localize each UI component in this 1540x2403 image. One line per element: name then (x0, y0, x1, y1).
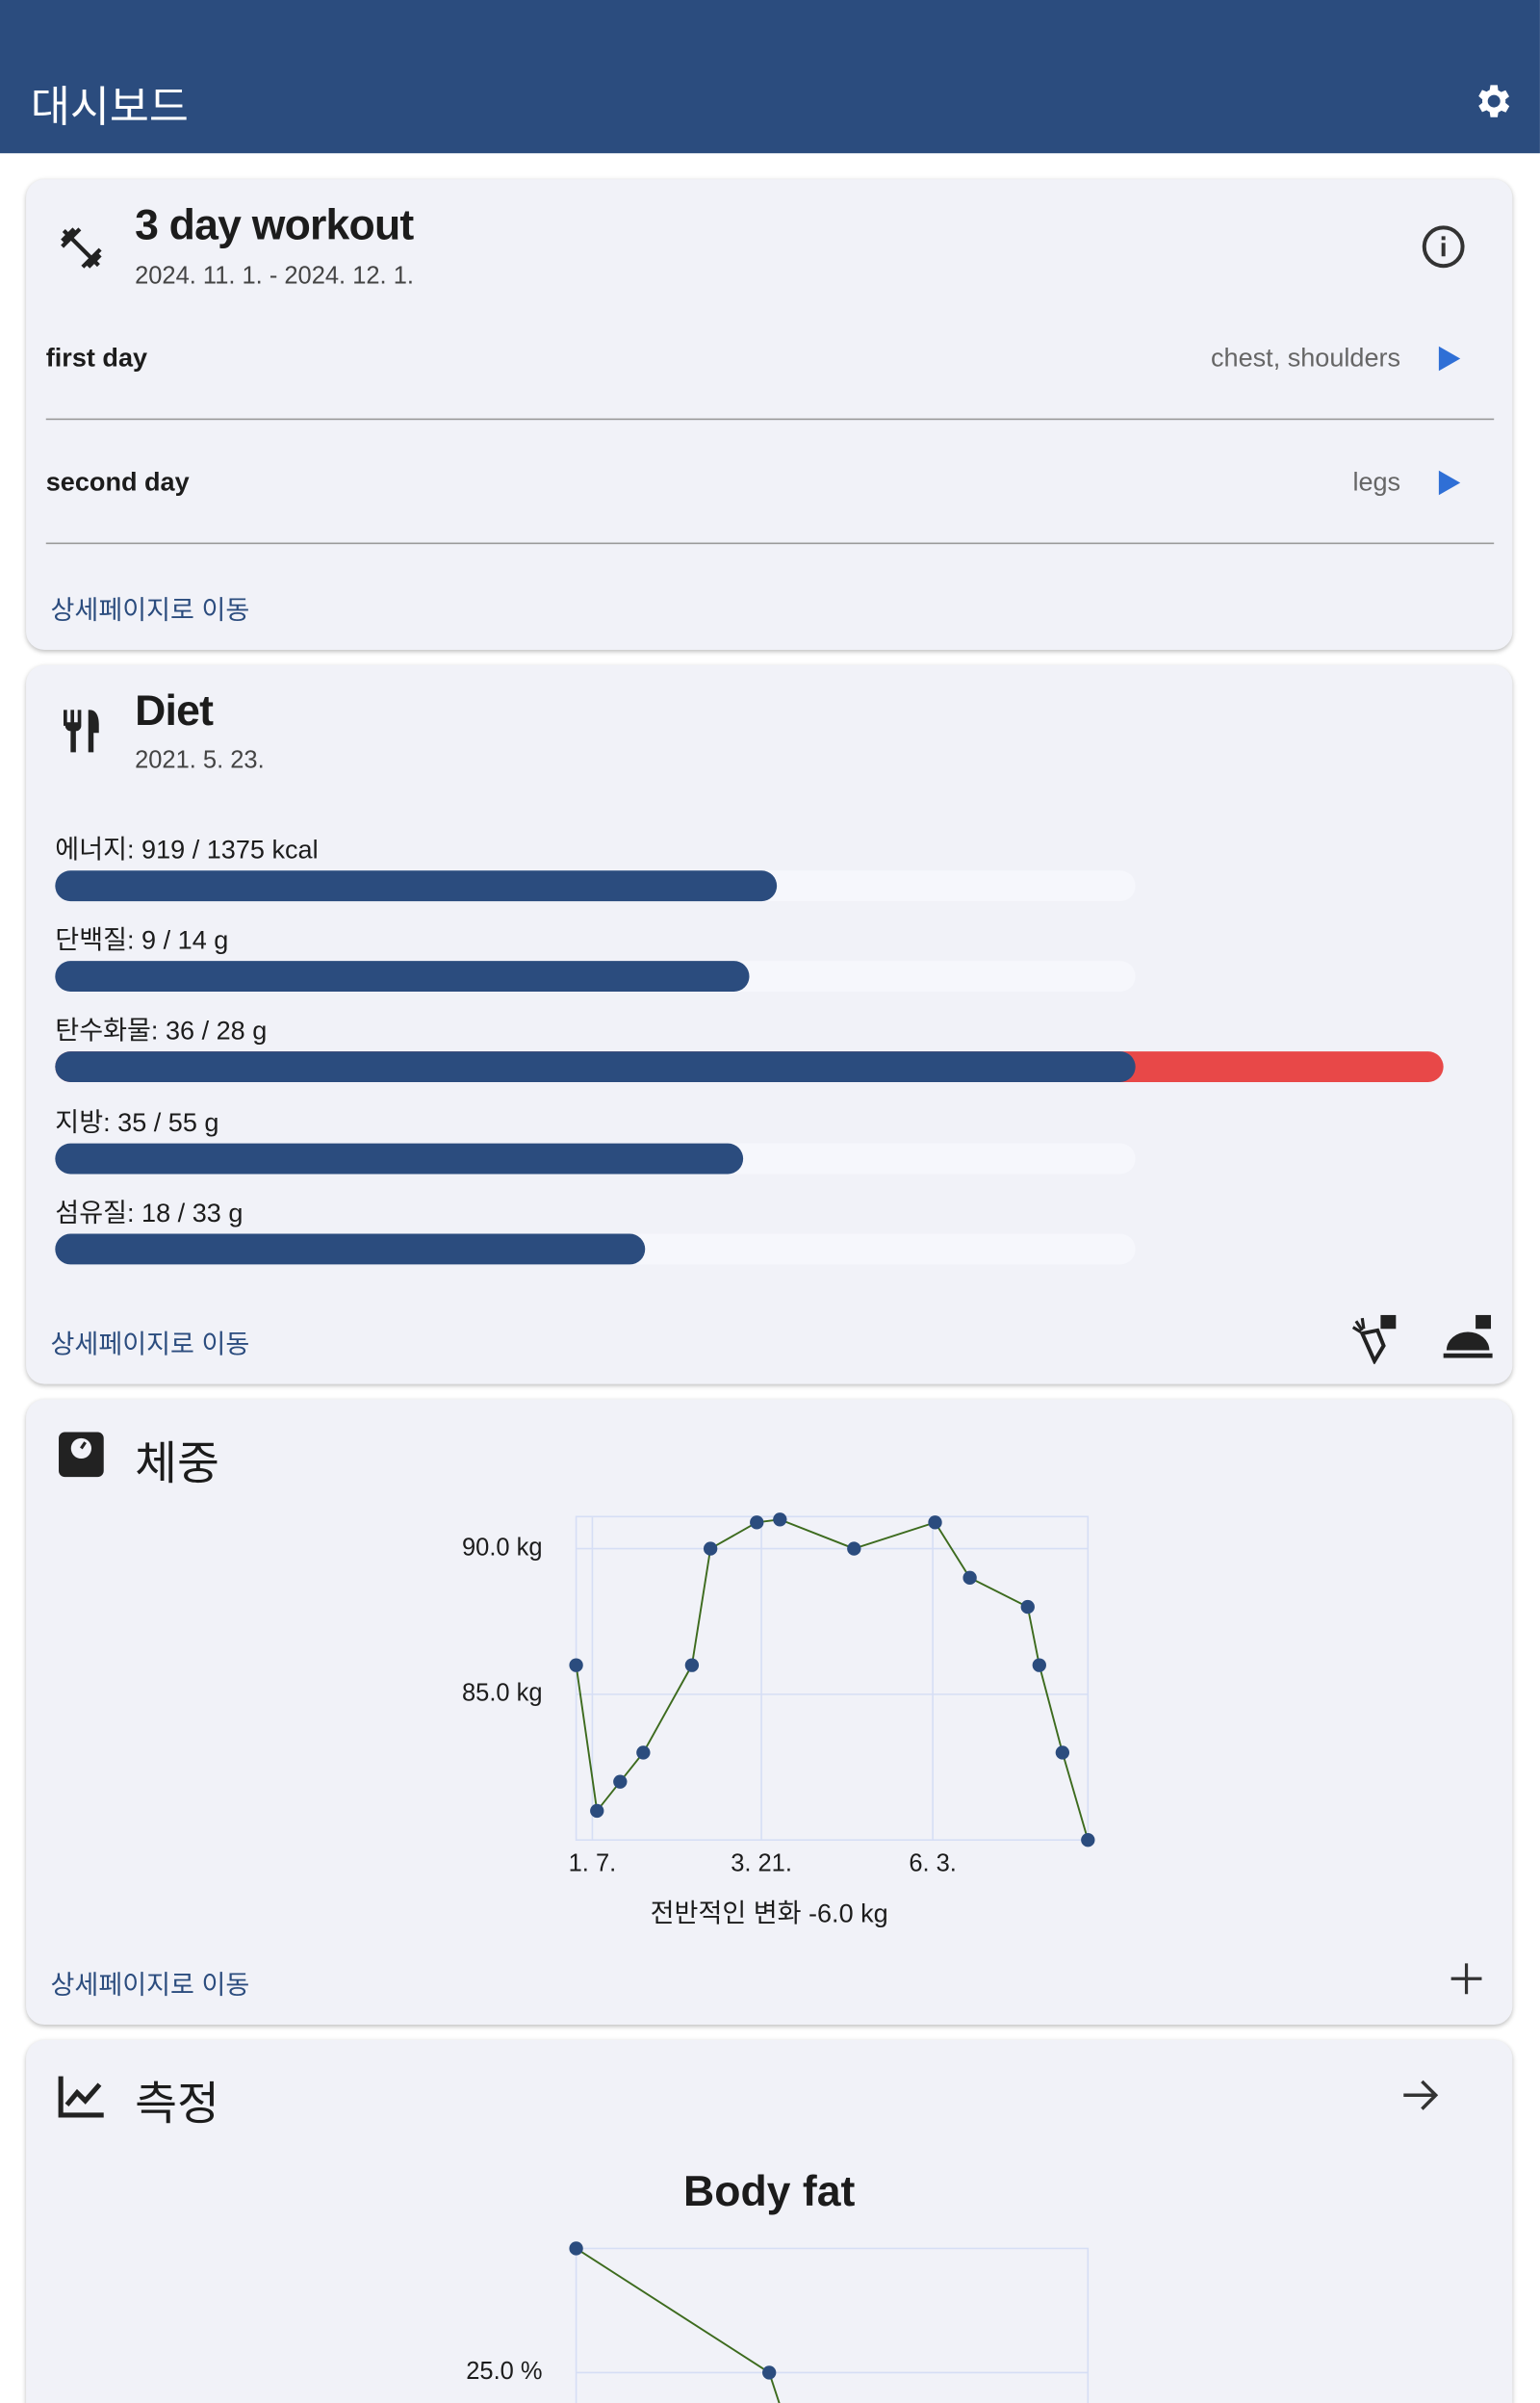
diet-card: Diet 2021. 5. 23. 에너지: 919 / 1375 kcal 단백… (26, 664, 1513, 1384)
data-point (569, 1658, 583, 1672)
detail-link[interactable]: 상세페이지로 이동 (50, 1330, 250, 1360)
dumbbell-icon (61, 227, 102, 269)
open-icon[interactable] (1400, 2076, 1440, 2115)
data-point (590, 1803, 604, 1819)
data-point (847, 1541, 861, 1556)
weight-title: 체중 (135, 1438, 219, 1490)
data-line (575, 1518, 1090, 1841)
nutrient-label: 단백질: 9 / 14 g (55, 925, 229, 956)
data-point (962, 1570, 977, 1585)
chart-caption: 전반적인 변화 -6.0 kg (651, 1899, 888, 1927)
restaurant-icon (64, 710, 99, 753)
workout-card: 3 day workout 2024. 11. 1. - 2024. 12. 1… (26, 179, 1513, 651)
data-point (1081, 1833, 1095, 1847)
play-icon[interactable] (1437, 345, 1461, 373)
weight-card: 체중 상세페이지로 이동 (26, 1399, 1513, 2026)
data-point (636, 1745, 651, 1760)
info-icon[interactable] (1421, 223, 1467, 270)
plot-border (575, 1515, 1090, 1841)
diet-title: Diet (135, 686, 214, 735)
day-muscles: chest, shoulders (1211, 343, 1401, 373)
divider (45, 542, 1495, 545)
data-point (569, 2241, 583, 2256)
x-tick-label: 1. 7. (569, 1849, 617, 1876)
data-point (1020, 1599, 1035, 1615)
chart-icon (58, 2076, 104, 2118)
data-line (576, 2247, 781, 2403)
detail-link[interactable]: 상세페이지로 이동 (50, 596, 250, 626)
data-point (928, 1515, 942, 1530)
nutrient-label: 에너지: 919 / 1375 kcal (55, 835, 319, 865)
day-muscles: legs (1352, 467, 1401, 497)
divider (45, 418, 1495, 421)
diet-date: 2021. 5. 23. (135, 747, 265, 774)
data-point (1055, 1745, 1070, 1760)
scale-icon (59, 1432, 104, 1478)
detail-link[interactable]: 상세페이지로 이동 (50, 1971, 250, 2001)
add-food-icon[interactable] (1347, 1312, 1399, 1364)
nutrient-fill (55, 1142, 743, 1174)
y-tick-label: 25.0 % (466, 2358, 542, 2385)
nutrient-label: 탄수화물: 36 / 28 g (55, 1017, 268, 1046)
workout-dates: 2024. 11. 1. - 2024. 12. 1. (135, 263, 414, 290)
workout-title: 3 day workout (135, 200, 414, 248)
nutrient-fill (55, 961, 750, 993)
data-point (762, 2365, 777, 2380)
x-tick-label: 6. 3. (909, 1849, 957, 1876)
data-point (613, 1774, 628, 1789)
add-icon[interactable] (1448, 1960, 1484, 1997)
data-point (773, 1512, 787, 1527)
plot-border (575, 2247, 1090, 2403)
nutrient-fill (55, 870, 778, 902)
y-tick-label: 85.0 kg (462, 1680, 543, 1707)
y-tick-label: 90.0 kg (462, 1534, 543, 1561)
nutrient-label: 섬유질: 18 / 33 g (55, 1198, 244, 1227)
settings-icon[interactable] (1473, 80, 1516, 123)
data-point (703, 1541, 718, 1556)
measurements-title: 측정 (135, 2080, 219, 2131)
chart-title: Body fat (683, 2167, 856, 2215)
add-meal-icon[interactable] (1442, 1312, 1494, 1364)
data-point (1032, 1658, 1046, 1672)
play-icon[interactable] (1437, 469, 1461, 497)
measurements-card: 측정 Body fat (26, 2039, 1513, 2403)
app-title: 대시보드 (30, 82, 189, 131)
day-name[interactable]: first day (45, 343, 148, 373)
app-bar: 대시보드 (0, 0, 1540, 154)
day-name[interactable]: second day (45, 467, 190, 497)
nutrient-fill (55, 1051, 1136, 1083)
x-tick-label: 3. 21. (731, 1849, 792, 1876)
nutrient-fill (55, 1233, 645, 1265)
nutrient-label: 지방: 35 / 55 g (55, 1107, 219, 1137)
data-point (684, 1658, 700, 1672)
data-point (750, 1515, 764, 1530)
